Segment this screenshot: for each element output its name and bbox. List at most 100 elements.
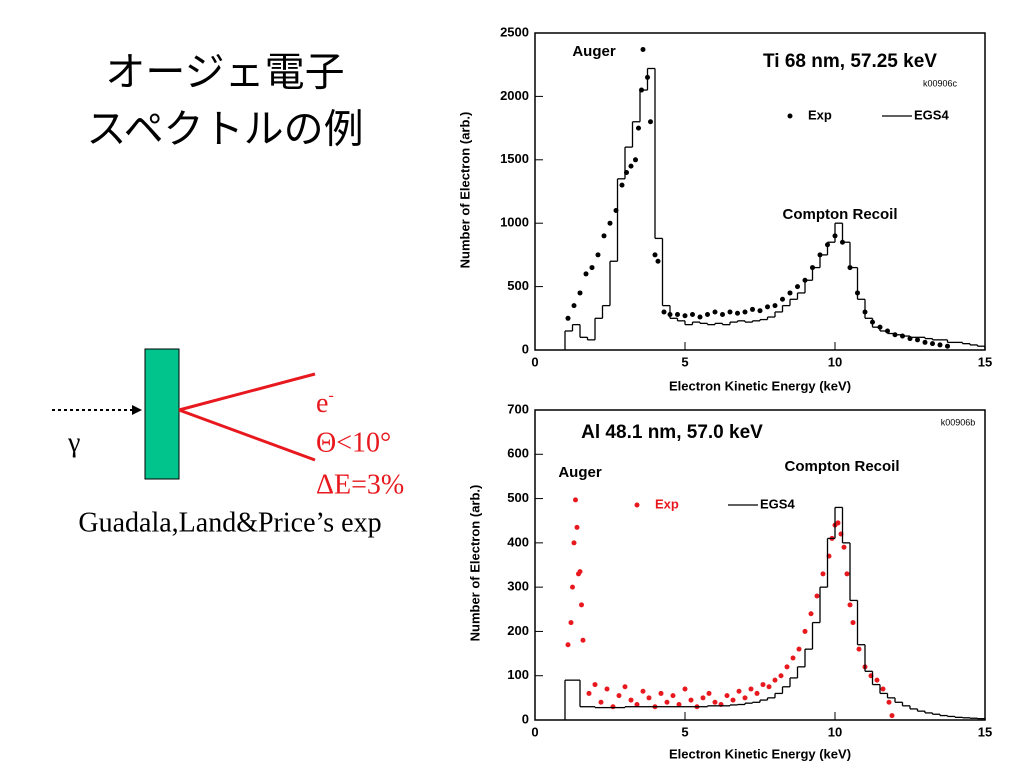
data-point [648, 119, 653, 125]
data-point [784, 664, 790, 670]
chart-title: Ti 68 nm, 57.25 keV [763, 51, 937, 72]
y-tick-label: 500 [507, 278, 529, 293]
resolution-label: ΔE=3% [316, 469, 404, 500]
data-point [573, 497, 578, 503]
data-point [760, 682, 766, 688]
data-point [915, 337, 920, 343]
data-point [874, 677, 880, 683]
annotation: k00906b [941, 417, 976, 427]
annotation: k00906c [923, 78, 958, 88]
electron-sup: - [328, 387, 333, 404]
data-point [772, 677, 778, 683]
data-point [772, 303, 778, 309]
data-point [856, 646, 862, 652]
x-tick-label: 0 [531, 724, 538, 739]
data-point [577, 290, 583, 296]
legend-label: EGS4 [760, 496, 795, 511]
data-point [676, 702, 682, 707]
data-point [688, 697, 694, 703]
legend-marker [787, 113, 793, 119]
data-point [742, 695, 748, 701]
data-point [574, 524, 580, 530]
data-point [636, 125, 641, 131]
chart-title: Al 48.1 nm, 57.0 keV [581, 422, 763, 443]
data-point [598, 699, 604, 705]
angle-label: Θ<10° [316, 427, 391, 458]
data-point [735, 310, 740, 316]
y-tick-label: 0 [522, 341, 529, 356]
gamma-label: γ [67, 427, 80, 458]
x-axis-label: Electron Kinetic Energy (keV) [669, 746, 851, 761]
data-point [675, 311, 680, 317]
legend-marker [634, 502, 640, 508]
data-point [795, 284, 800, 290]
data-point [802, 628, 808, 634]
data-point [664, 699, 670, 705]
data-point [646, 695, 652, 701]
data-point [748, 686, 754, 692]
x-tick-label: 10 [828, 354, 842, 369]
data-point [658, 690, 664, 696]
y-tick-label: 100 [507, 667, 529, 682]
data-point [655, 258, 661, 264]
data-point [757, 308, 763, 314]
y-tick-label: 2000 [500, 88, 529, 103]
data-point [750, 306, 755, 312]
data-point [634, 702, 640, 707]
annotation: Auger [558, 464, 602, 481]
data-point [616, 693, 622, 699]
data-point [628, 163, 634, 169]
data-point [889, 713, 895, 719]
electron-path [178, 408, 316, 462]
y-tick-label: 1500 [500, 151, 529, 166]
y-tick-label: 400 [507, 534, 529, 549]
data-point [835, 520, 841, 526]
legend-label: Exp [808, 107, 832, 122]
data-point [796, 646, 802, 652]
x-tick-label: 5 [681, 354, 688, 369]
y-tick-label: 600 [507, 446, 529, 461]
y-tick-label: 0 [522, 711, 529, 726]
x-tick-label: 10 [828, 724, 842, 739]
data-point [937, 342, 943, 348]
data-point [705, 311, 710, 317]
data-point [712, 309, 718, 315]
annotation: Compton Recoil [783, 206, 898, 223]
data-point [820, 571, 826, 577]
data-point [586, 690, 592, 696]
data-point [778, 673, 784, 679]
data-point [790, 655, 796, 661]
y-axis-label: Number of Electron (arb.) [457, 112, 472, 269]
data-point [628, 697, 634, 703]
data-point [847, 602, 853, 608]
data-point [670, 693, 676, 699]
data-point [690, 311, 695, 317]
electron-path [178, 372, 316, 412]
data-point [724, 693, 730, 699]
data-point [808, 611, 814, 617]
data-point [633, 157, 638, 163]
data-point [720, 311, 725, 317]
slide-title: オージェ電子 [105, 51, 344, 95]
data-point [850, 620, 856, 626]
target [144, 348, 180, 480]
data-point [787, 290, 793, 296]
data-point [841, 544, 847, 550]
data-point [604, 686, 610, 692]
x-tick-label: 0 [531, 354, 538, 369]
data-point [571, 303, 577, 309]
data-point [730, 697, 736, 703]
data-point [682, 686, 688, 692]
data-point [700, 695, 706, 701]
y-tick-label: 1000 [500, 215, 529, 230]
data-point [601, 233, 607, 239]
data-point [640, 688, 646, 694]
electron-label: e- [316, 387, 334, 420]
data-point [742, 309, 748, 315]
arrow-head [132, 405, 142, 415]
data-point [945, 343, 950, 349]
data-point [880, 686, 886, 692]
data-point [619, 182, 625, 188]
x-tick-label: 15 [978, 724, 992, 739]
